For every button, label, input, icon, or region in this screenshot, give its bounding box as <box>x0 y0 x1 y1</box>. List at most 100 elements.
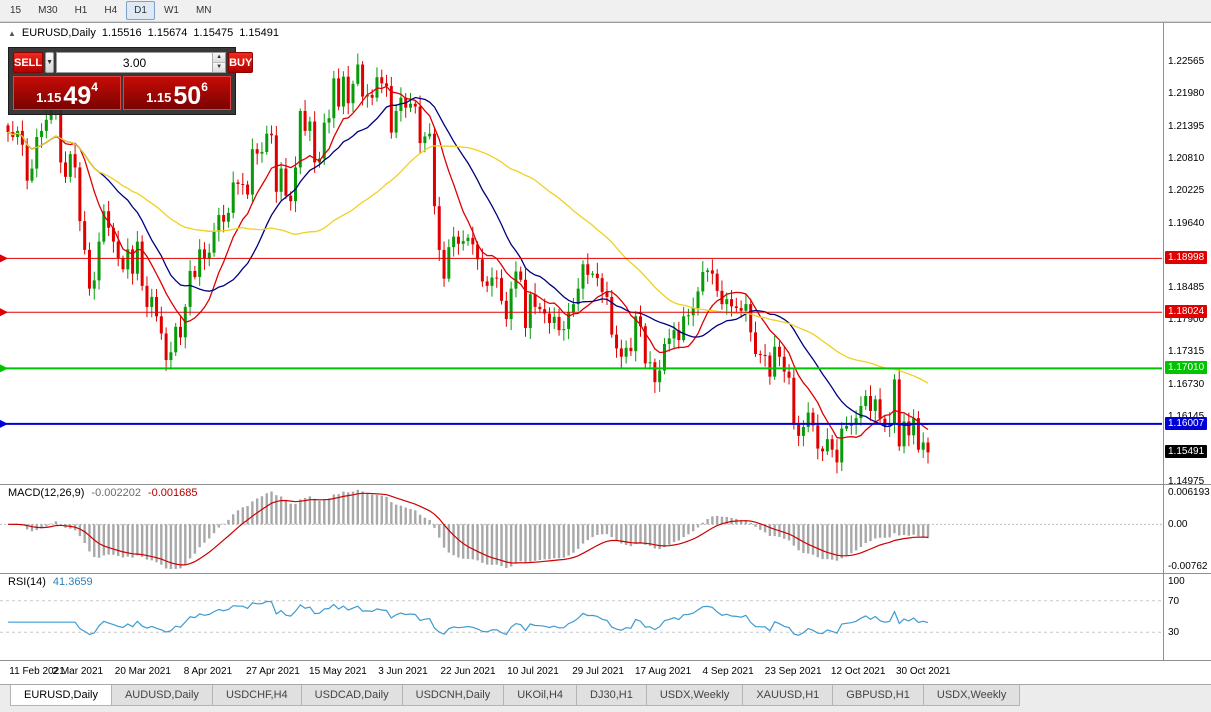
buy-price-display[interactable]: 1.15 50 6 <box>123 76 231 110</box>
chart-tab-usdchf-h4[interactable]: USDCHF,H4 <box>211 685 302 706</box>
axis-tick: 1.19640 <box>1168 217 1205 229</box>
timeframe-button-m30[interactable]: M30 <box>38 5 58 16</box>
sell-price-pip: 4 <box>91 80 98 94</box>
volume-increase-button[interactable]: ▲ <box>212 53 226 63</box>
price-chart-canvas[interactable] <box>0 23 1162 484</box>
axis-tick: 1.17900 <box>1168 314 1205 326</box>
main-price-chart[interactable] <box>0 23 1163 484</box>
chart-tab-usdcad-daily[interactable]: USDCAD,Daily <box>300 685 403 706</box>
timeframe-button-15[interactable]: 15 <box>10 5 22 16</box>
rsi-indicator-pane[interactable]: RSI(14) 41.3659 <box>0 574 1163 660</box>
volume-stepper[interactable]: ▲ ▼ <box>56 52 227 73</box>
buy-button[interactable]: BUY <box>228 52 254 73</box>
price-badge: 1.18024 <box>1165 305 1208 319</box>
rsi-label: RSI(14) <box>8 576 46 588</box>
macd-signal-line <box>7 492 929 566</box>
date-label: 27 Apr 2021 <box>245 666 300 677</box>
macd-signal-value: -0.001685 <box>147 487 198 499</box>
date-label: 20 Mar 2021 <box>114 666 171 677</box>
date-label: 30 Oct 2021 <box>895 666 951 677</box>
timeframe-button-mn[interactable]: MN <box>195 5 212 16</box>
moving-average-line-10 <box>7 85 929 439</box>
chevron-down-icon: ▼ <box>46 59 54 66</box>
sell-price-base: 1.15 <box>36 90 62 105</box>
rsi-value: 41.3659 <box>52 576 93 588</box>
axis-tick: 1.18485 <box>1168 281 1205 293</box>
axis-tick: 1.17315 <box>1168 346 1205 358</box>
macd-canvas[interactable] <box>0 485 1162 572</box>
axis-tick: 0.00 <box>1168 519 1188 531</box>
macd-label: MACD(12,26,9) <box>8 487 85 499</box>
timeframe-button-d1[interactable]: D1 <box>126 1 155 20</box>
date-label: 12 Oct 2021 <box>830 666 886 677</box>
axis-tick: 1.16730 <box>1168 378 1205 390</box>
volume-input[interactable] <box>57 53 213 72</box>
symbol-arrow-icon: ▲ <box>8 29 16 38</box>
timeframe-button-w1[interactable]: W1 <box>163 5 179 16</box>
chart-tab-dj30-h1[interactable]: DJ30,H1 <box>576 685 647 706</box>
macd-header: MACD(12,26,9) -0.002202 -0.001685 <box>8 487 205 499</box>
axis-tick: 1.21395 <box>1168 120 1205 132</box>
chart-tab-xauusd-h1[interactable]: XAUUSD,H1 <box>742 685 834 706</box>
chart-tab-usdx-weekly[interactable]: USDX,Weekly <box>922 685 1021 706</box>
chart-tab-bar: EURUSD,Daily AUDUSD,Daily USDCHF,H4 USDCAD,… <box>0 684 1211 712</box>
axis-tick: 1.21980 <box>1168 88 1205 100</box>
chart-tab-ukoil-h4[interactable]: UKOil,H4 <box>503 685 578 706</box>
chart-tab-usdcnh-daily[interactable]: USDCNH,Daily <box>401 685 505 706</box>
macd-main-value: -0.002202 <box>91 487 141 499</box>
time-axis[interactable]: 11 Feb 2021 2 Mar 2021 20 Mar 2021 8 Apr 20… <box>0 661 1163 685</box>
chart-tab-audusd-daily[interactable]: AUDUSD,Daily <box>110 685 213 706</box>
date-label: 10 Jul 2021 <box>507 666 559 677</box>
axis-tick: 1.14975 <box>1168 475 1205 487</box>
axis-tick: 1.20225 <box>1168 185 1205 197</box>
axis-tick: 30 <box>1168 627 1180 639</box>
axis-tick: 0.006193 <box>1168 487 1210 498</box>
ohlc-high: 1.15674 <box>147 27 188 39</box>
candles-layer <box>6 53 930 474</box>
date-label: 15 May 2021 <box>309 666 367 677</box>
axis-tick: -0.00762 <box>1168 561 1208 572</box>
pane-separator <box>0 660 1211 661</box>
rsi-line <box>8 600 929 636</box>
sell-price-display[interactable]: 1.15 49 4 <box>13 76 121 110</box>
chart-tab-usdx-weekly[interactable]: USDX,Weekly <box>645 685 744 706</box>
rsi-canvas[interactable] <box>0 574 1162 659</box>
date-label: 4 Sep 2021 <box>702 666 754 677</box>
chart-tab-gbpusd-h1[interactable]: GBPUSD,H1 <box>832 685 924 706</box>
buy-price-pip: 6 <box>201 80 208 94</box>
pane-separator <box>0 573 1211 574</box>
moving-average-line-20 <box>7 96 929 428</box>
timeframe-toolbar: 15 M30 H1 H4 D1 W1 MN <box>0 0 1211 22</box>
axis-tick: 1.16145 <box>1168 410 1204 423</box>
date-label: 29 Jul 2021 <box>572 666 624 677</box>
pane-separator <box>0 484 1211 485</box>
axis-tick: 70 <box>1168 595 1180 607</box>
chart-window: ▲ EURUSD,Daily 1.15516 1.15674 1.15475 1.1549… <box>0 22 1211 684</box>
date-label: 23 Sep 2021 <box>764 666 822 677</box>
sell-price-big: 49 <box>63 81 92 110</box>
chart-tab-eurusd-daily[interactable]: EURUSD,Daily <box>10 685 112 706</box>
price-badge: 1.16007 <box>1165 416 1208 430</box>
macd-histogram <box>11 489 930 569</box>
buy-price-big: 50 <box>173 81 202 110</box>
axis-tick: 100 <box>1168 576 1185 587</box>
axis-tick: 1.22565 <box>1168 55 1205 67</box>
buy-price-base: 1.15 <box>146 90 172 105</box>
sell-button[interactable]: SELL <box>13 52 44 73</box>
date-label: 11 Feb 2021 <box>9 666 65 677</box>
horizontal-level-lines <box>0 254 1162 428</box>
price-badge: 1.15491 <box>1165 445 1208 459</box>
timeframe-button-h1[interactable]: H1 <box>74 5 88 16</box>
moving-average-line-50 <box>7 131 929 384</box>
rsi-header: RSI(14) 41.3659 <box>8 576 100 588</box>
ohlc-open: 1.15516 <box>101 27 142 39</box>
price-axis[interactable]: 1.22565 1.21980 1.21395 1.20810 1.20225 1.196… <box>1163 23 1211 661</box>
chart-symbol-header: ▲ EURUSD,Daily 1.15516 1.15674 1.15475 1.1549… <box>8 27 285 39</box>
ohlc-close: 1.15491 <box>239 27 279 39</box>
date-label: 8 Apr 2021 <box>183 666 233 677</box>
volume-decrease-button[interactable]: ▼ <box>212 63 226 72</box>
timeframe-button-h4[interactable]: H4 <box>104 5 118 16</box>
volume-dropdown-button[interactable]: ▼ <box>45 52 55 73</box>
macd-indicator-pane[interactable]: MACD(12,26,9) -0.002202 -0.001685 <box>0 485 1163 573</box>
